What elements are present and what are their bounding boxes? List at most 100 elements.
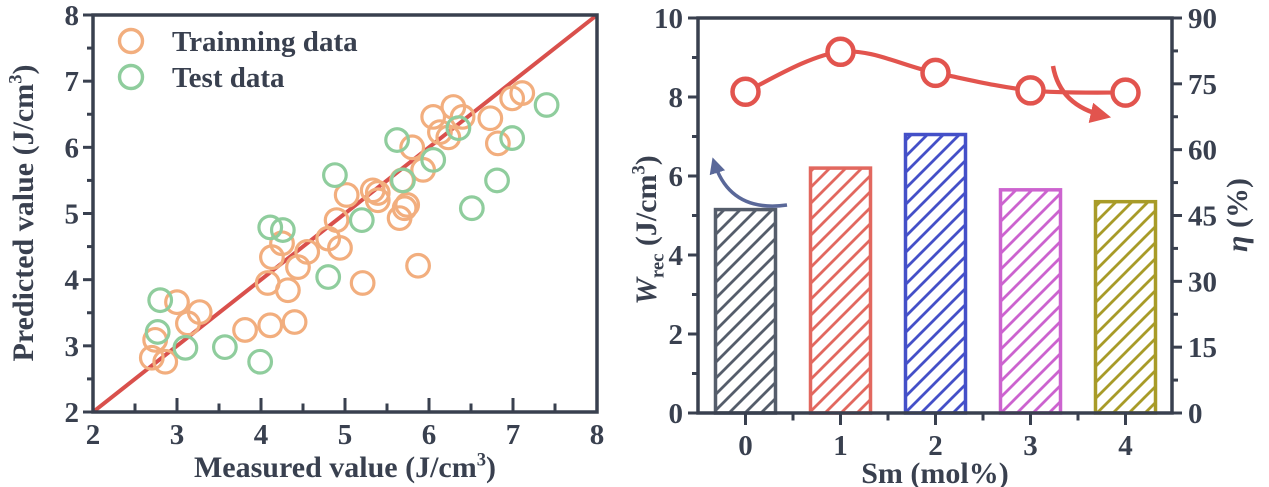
y-tick-label: 7 (65, 66, 80, 98)
eta-tick-label: 90 (1188, 3, 1217, 35)
legend-label-test: Test data (172, 62, 285, 94)
test-point (420, 147, 447, 173)
test-point (533, 92, 560, 118)
training-point (232, 317, 258, 343)
legend: Trainning data Test data (117, 26, 358, 94)
eta-point-sm-4 (1110, 77, 1141, 108)
sm-tick-label: 4 (1118, 430, 1133, 462)
wrec-axis-ticks: 0 2 4 6 8 10 (654, 3, 699, 430)
test-point (269, 217, 296, 243)
sm-tick-label: 0 (738, 430, 753, 462)
training-point (333, 182, 360, 208)
test-point (144, 319, 171, 345)
x-tick-label: 5 (338, 419, 353, 451)
training-point (399, 134, 426, 161)
x-tick-label: 2 (86, 419, 101, 451)
y-tick-label: 2 (65, 397, 80, 429)
test-point (348, 207, 375, 234)
training-point (394, 191, 421, 218)
legend-marker-test (117, 63, 145, 91)
sm-tick-label: 1 (833, 430, 848, 462)
test-point (147, 287, 174, 314)
wrec-bar-sm-1 (808, 166, 873, 415)
wrec-bars (713, 132, 1158, 415)
wrec-tick-label: 0 (669, 398, 684, 430)
wrec-bar-sm-0 (713, 207, 778, 415)
wrec-axis-arrow (709, 157, 788, 208)
test-point (315, 264, 342, 290)
training-point (186, 299, 213, 325)
test-point (499, 125, 526, 151)
eta-tick-label: 75 (1188, 69, 1217, 101)
sm-tick-label: 2 (928, 430, 943, 462)
x-tick-label: 6 (422, 419, 437, 451)
training-points (138, 80, 536, 375)
sm-axis-ticks: 0 1 2 3 4 (738, 414, 1133, 462)
training-point (509, 80, 536, 106)
training-point (281, 309, 308, 335)
y-tick-label: 6 (65, 132, 80, 164)
test-point (484, 167, 510, 194)
training-point (152, 348, 179, 375)
training-point (405, 252, 431, 279)
eta-tick-label: 15 (1188, 332, 1217, 364)
scatter-panel: 2 3 4 5 6 7 8 2 3 4 5 6 7 8 Measured value (J/cm3) Pred… (6, 0, 605, 484)
test-point (247, 348, 274, 375)
training-point (164, 289, 190, 316)
eta-point-sm-0 (730, 76, 761, 107)
y-tick-label: 5 (65, 199, 80, 231)
eta-point-sm-1 (825, 36, 856, 68)
test-point (384, 127, 410, 153)
training-point (327, 235, 353, 261)
y-tick-label: 4 (65, 265, 80, 297)
wrec-bar-sm-4 (1093, 199, 1158, 415)
wrec-tick-label: 6 (669, 161, 684, 193)
wrec-bar-sm-3 (998, 188, 1063, 415)
test-points (144, 92, 560, 375)
y-axis-ticks: 2 3 4 5 6 7 8 (65, 0, 94, 429)
eta-tick-label: 60 (1188, 135, 1217, 167)
eta-point-sm-2 (920, 57, 951, 89)
training-point (364, 180, 391, 206)
x-axis-title: Measured value (J/cm3) (194, 450, 496, 484)
training-point (138, 344, 165, 371)
eta-tick-label: 45 (1188, 201, 1217, 233)
wrec-tick-label: 2 (669, 319, 684, 351)
bar-line-panel: 0 2 4 6 8 10 0 15 30 45 60 75 90 0 1 2 3 4 Sm (mol%) Wrec (… (630, 3, 1254, 487)
eta-points (730, 36, 1141, 108)
legend-marker-training (117, 27, 145, 55)
wrec-tick-label: 10 (654, 3, 683, 35)
test-point (322, 162, 348, 189)
eta-axis-arrow (1050, 65, 1112, 123)
x-tick-label: 8 (590, 419, 605, 451)
x-tick-label: 3 (170, 419, 185, 451)
legend-label-training: Trainning data (172, 26, 358, 58)
training-point (349, 270, 376, 296)
training-point (294, 238, 321, 265)
eta-axis-ticks: 0 15 30 45 60 75 90 (1171, 3, 1217, 430)
y-axis-title: Predicted value (J/cm3) (6, 64, 40, 361)
eta-point-sm-3 (1015, 75, 1046, 106)
wrec-axis-title: Wrec (J/cm3) (630, 155, 669, 305)
x-tick-label: 4 (254, 419, 269, 451)
sm-axis-title: Sm (mol%) (861, 457, 1008, 487)
training-point (257, 312, 284, 339)
sm-tick-label: 3 (1023, 430, 1038, 462)
training-point (364, 187, 391, 214)
training-point (323, 207, 350, 234)
test-point (172, 334, 199, 361)
wrec-bar-sm-2 (903, 132, 968, 415)
training-point (391, 195, 418, 222)
eta-axis-title: η (%) (1221, 178, 1254, 252)
test-point (211, 334, 238, 361)
eta-tick-label: 0 (1188, 398, 1203, 430)
training-point (484, 130, 511, 157)
test-point (445, 115, 472, 142)
test-point (390, 167, 416, 194)
wrec-tick-label: 8 (669, 82, 684, 114)
training-point (420, 103, 447, 130)
y-tick-label: 8 (65, 0, 80, 32)
training-point (477, 105, 504, 132)
test-point (458, 195, 485, 222)
